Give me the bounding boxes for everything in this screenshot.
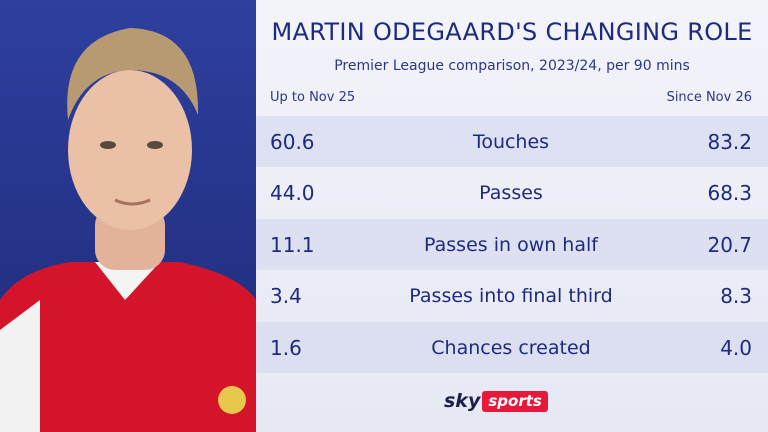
stat-row: 11.1 Passes in own half 20.7 [256, 219, 768, 270]
stat-row: 44.0 Passes 68.3 [256, 168, 768, 219]
logo-brand: sky [444, 390, 481, 412]
stat-name: Passes in own half [424, 233, 598, 256]
column-header: Since Nov 26 [666, 90, 752, 105]
subtitle: Premier League comparison, 2023/24, per … [334, 58, 690, 74]
before-value: 3.4 [270, 284, 302, 308]
stat-row: 1.6 Chances created 4.0 [256, 322, 768, 373]
column-header: Up to Nov 25 [270, 90, 356, 105]
player-photo [0, 0, 256, 432]
stat-name: Passes into final third [409, 285, 613, 307]
after-value: 4.0 [720, 335, 752, 360]
stat-row: 3.4 Passes into final third 8.3 [256, 271, 768, 322]
stat-name: Passes [479, 182, 543, 204]
stat-row: 60.6 Touches 83.2 [256, 116, 768, 167]
before-value: 44.0 [270, 181, 315, 205]
after-value: 20.7 [707, 232, 752, 257]
after-value: 8.3 [720, 284, 752, 308]
stat-name: Chances created [431, 336, 591, 359]
before-value: 1.6 [270, 335, 302, 360]
before-value: 11.1 [270, 232, 315, 257]
logo: sky sports [444, 389, 548, 413]
after-value: 68.3 [707, 181, 752, 205]
logo-product: sports [482, 390, 548, 412]
stat-name: Touches [472, 130, 550, 153]
before-value: 60.6 [270, 129, 315, 154]
after-value: 83.2 [707, 129, 752, 154]
title: MARTIN ODEGAARD'S CHANGING ROLE [271, 18, 753, 46]
